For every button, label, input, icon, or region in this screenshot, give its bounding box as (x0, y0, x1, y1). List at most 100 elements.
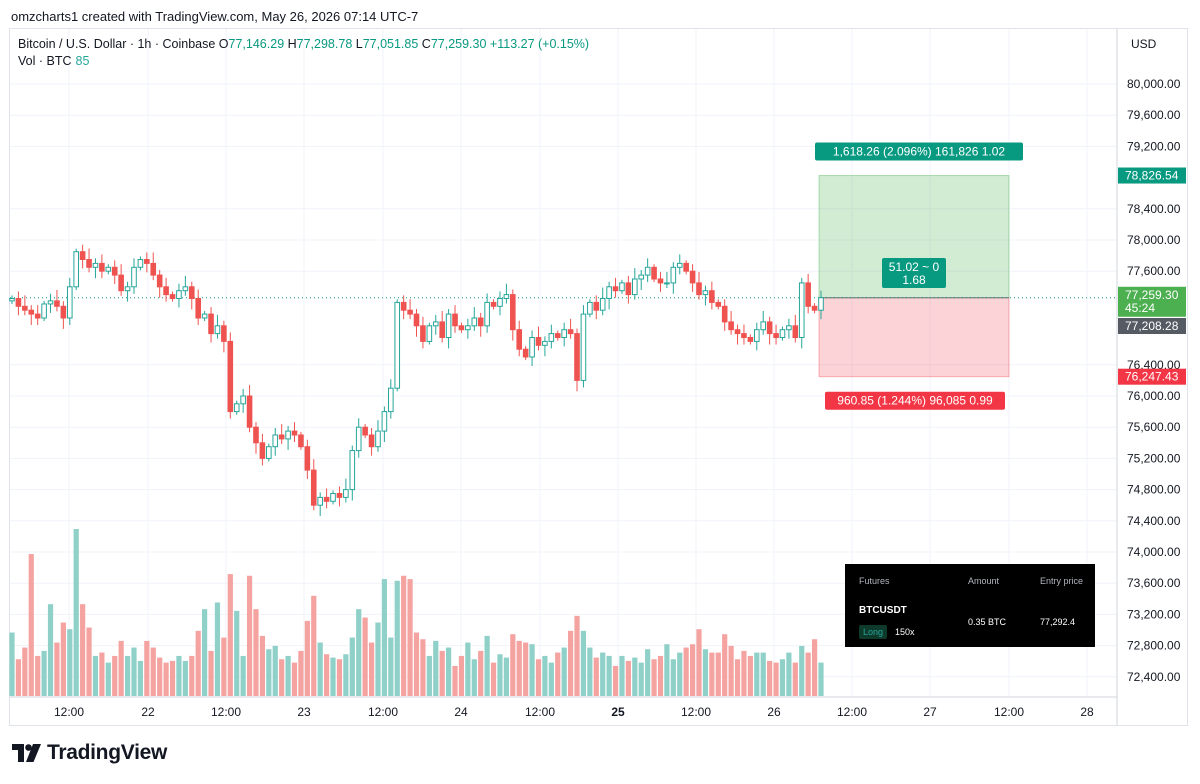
volume-bar (92, 655, 99, 696)
candle-body (163, 286, 169, 296)
price-axis-label: 79,200.00 (1127, 139, 1181, 153)
candle-body (554, 333, 561, 339)
time-axis-label: 24 (454, 705, 468, 719)
price-axis-label: 74,000.00 (1127, 545, 1181, 559)
candle-body (497, 298, 503, 307)
volume-bar (73, 529, 79, 696)
volume-bar (266, 649, 272, 696)
candle-body (105, 266, 112, 272)
volume-bar (80, 604, 86, 696)
symbol-legend[interactable]: Bitcoin / U.S. Dollar · 1h · Coinbase O 7… (18, 37, 589, 51)
volume-bar (420, 639, 426, 696)
volume-bar (381, 579, 387, 696)
price-axis-label: 72,800.00 (1127, 639, 1181, 653)
price-axis-label: 77,600.00 (1127, 264, 1181, 278)
volume-value: 85 (75, 54, 90, 68)
volume-bar (811, 639, 818, 696)
candle-body (522, 348, 529, 358)
volume-bar (510, 634, 516, 696)
volume-bar (734, 659, 741, 696)
volume-bar (561, 647, 567, 696)
candle-body (394, 301, 401, 389)
volume-bar (362, 617, 368, 696)
volume-bar (182, 660, 188, 696)
volume-bar (99, 652, 105, 696)
candle-body (266, 446, 272, 459)
volume-bar (234, 610, 240, 696)
ratio-label: 51.02 ~ 0 (889, 260, 940, 274)
volume-bar (240, 655, 246, 696)
volume-bar (221, 637, 227, 696)
close-label: C (421, 37, 431, 51)
volume-bar (452, 665, 458, 696)
candle-body (516, 329, 523, 350)
volume-bar (401, 575, 407, 696)
candle-body (734, 329, 741, 335)
volume-bar (792, 662, 798, 696)
candle-body (221, 325, 227, 342)
candle-body (131, 266, 137, 288)
time-axis-label: 28 (1080, 705, 1094, 719)
volume-bar (516, 640, 522, 696)
time-axis-label: 22 (141, 705, 155, 719)
candle-body (753, 329, 760, 342)
volume-bar (677, 652, 683, 696)
volume-bar (484, 635, 490, 696)
volume-bar (324, 654, 330, 696)
volume-bar (786, 652, 792, 696)
price-axis-label: 75,600.00 (1127, 420, 1181, 434)
price-axis-label: 75,200.00 (1127, 451, 1181, 465)
currency-selector[interactable]: USD (1131, 37, 1157, 51)
candle-body (86, 259, 92, 268)
amount-col-header: Amount (968, 576, 1000, 586)
volume-bar (645, 649, 651, 696)
candle-body (484, 301, 490, 327)
volume-bar (375, 622, 381, 696)
volume-bar (747, 655, 753, 696)
volume-bar (137, 660, 144, 696)
volume-bar (150, 647, 156, 696)
leverage-value: 150x (895, 627, 915, 637)
candle-body (503, 294, 510, 300)
volume-bar (272, 645, 278, 696)
candle-body (330, 493, 336, 502)
volume-bar (670, 659, 676, 696)
candle-body (529, 337, 535, 358)
candle-body (278, 434, 285, 440)
candle-body (670, 266, 677, 284)
volume-bar (336, 659, 343, 696)
volume-bar (311, 595, 317, 696)
candle-body (66, 286, 73, 319)
candle-body (111, 266, 118, 276)
candle-body (715, 301, 722, 307)
candle-body (445, 313, 452, 339)
candle-body (99, 262, 105, 272)
candle-body (240, 395, 246, 405)
candle-body (176, 290, 182, 300)
volume-bar (446, 647, 452, 696)
close-value: 77,259.30 (430, 37, 487, 51)
candle-body (381, 411, 388, 432)
futures-symbol: BTCUSDT (859, 605, 907, 616)
symbol-title: Bitcoin / U.S. Dollar · 1h · Coinbase (18, 37, 216, 51)
volume-bar (291, 662, 298, 696)
candle-body (676, 262, 683, 268)
candle-body (272, 434, 279, 448)
target-label: 1,618.26 (2.096%) 161,826 1.02 (833, 145, 1005, 159)
candle-body (490, 301, 497, 307)
volume-bar (465, 642, 471, 696)
volume-bar (580, 630, 587, 696)
candle-body (169, 294, 176, 300)
volume-bar (330, 657, 336, 696)
time-axis-label: 12:00 (681, 705, 711, 719)
open-label: O (218, 37, 229, 51)
price-axis-label: 73,600.00 (1127, 576, 1181, 590)
candle-body (182, 286, 189, 292)
volume-bar (773, 662, 779, 696)
candle-body (548, 333, 555, 342)
candle-body (15, 298, 22, 307)
tradingview-logo[interactable]: TradingView (12, 741, 167, 765)
volume-bar (214, 602, 221, 696)
volume-legend[interactable]: Vol · BTC 85 (18, 54, 89, 68)
